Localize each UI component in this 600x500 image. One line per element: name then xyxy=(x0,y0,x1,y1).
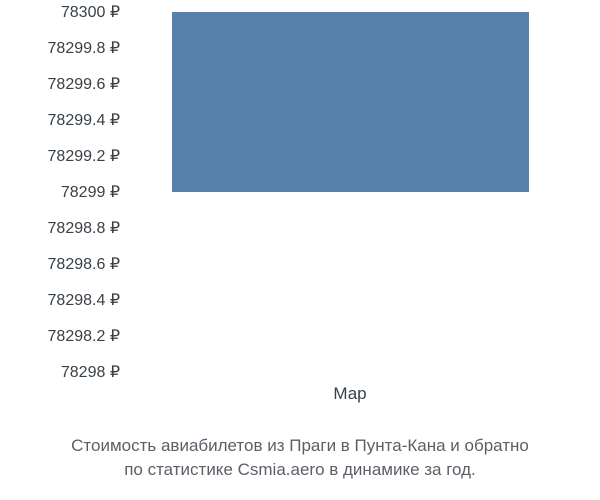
chart-caption: Стоимость авиабилетов из Праги в Пунта-К… xyxy=(0,434,600,482)
y-tick-label: 78299 ₽ xyxy=(61,182,120,202)
x-tick-label: Мар xyxy=(333,384,366,403)
x-axis-label: Мар xyxy=(140,384,560,404)
y-tick-label: 78298.6 ₽ xyxy=(48,254,120,274)
caption-line-2: по статистике Csmia.aero в динамике за г… xyxy=(0,458,600,482)
plot-area xyxy=(140,12,560,372)
y-tick-label: 78298 ₽ xyxy=(61,362,120,382)
y-tick-label: 78299.6 ₽ xyxy=(48,74,120,94)
y-tick-label: 78298.8 ₽ xyxy=(48,218,120,238)
y-tick-label: 78300 ₽ xyxy=(61,2,120,22)
y-tick-label: 78299.2 ₽ xyxy=(48,146,120,166)
y-tick-label: 78299.4 ₽ xyxy=(48,110,120,130)
y-tick-label: 78299.8 ₽ xyxy=(48,38,120,58)
bar xyxy=(172,12,529,192)
caption-line-1: Стоимость авиабилетов из Праги в Пунта-К… xyxy=(0,434,600,458)
y-tick-label: 78298.4 ₽ xyxy=(48,290,120,310)
y-tick-label: 78298.2 ₽ xyxy=(48,326,120,346)
y-axis: 78300 ₽ 78299.8 ₽ 78299.6 ₽ 78299.4 ₽ 78299.… xyxy=(0,0,130,380)
price-chart: 78300 ₽ 78299.8 ₽ 78299.6 ₽ 78299.4 ₽ 78299.… xyxy=(0,0,600,420)
